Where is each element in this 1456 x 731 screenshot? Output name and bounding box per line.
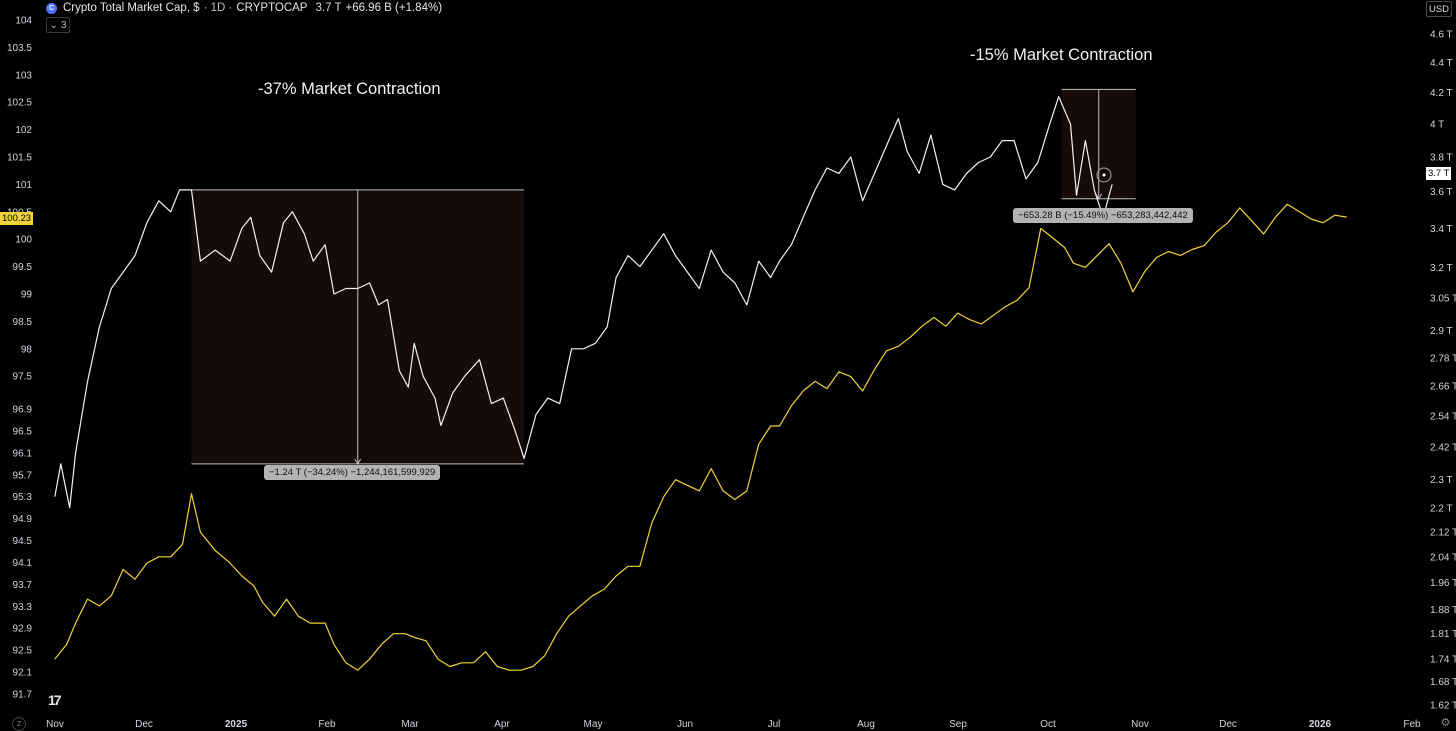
right-axis-tick: 1.96 T: [1430, 578, 1456, 589]
currency-button[interactable]: USD: [1426, 1, 1452, 17]
right-axis-tick: 2.12 T: [1430, 528, 1456, 539]
left-axis-tick: 97.5: [13, 372, 33, 383]
left-current-price-tag: 100.23: [0, 212, 34, 225]
right-axis-tick: 2.66 T: [1430, 382, 1456, 393]
right-axis-tick: 2.9 T: [1430, 326, 1453, 337]
auto-scale-z-icon[interactable]: Z: [12, 717, 26, 731]
interval[interactable]: · 1D ·: [203, 2, 233, 14]
left-axis-tick: 96.5: [13, 426, 33, 437]
left-axis-tick: 91.7: [13, 690, 33, 701]
x-axis-tick: Dec: [135, 719, 153, 730]
left-axis-tick: 103: [15, 70, 32, 81]
right-axis-tick: 4 T: [1430, 119, 1444, 130]
left-axis-tick: 94.1: [13, 558, 33, 569]
gear-icon[interactable]: ⚙: [1440, 717, 1451, 729]
right-current-price-tag: 3.7 T: [1426, 167, 1452, 180]
left-axis-tick: 96.1: [13, 448, 33, 459]
series-line-1: [54, 96, 1113, 509]
cursor-circle-icon: [1096, 167, 1112, 183]
measure-arrow-head-2: [1095, 193, 1103, 200]
symbol-name[interactable]: Crypto Total Market Cap, $: [63, 2, 200, 14]
left-axis-tick: 100: [15, 235, 32, 246]
x-axis-tick: Jun: [677, 719, 693, 730]
price-change: +66.96 B (+1.84%): [345, 2, 443, 14]
right-axis-tick: 1.68 T: [1430, 677, 1456, 688]
left-axis-tick: 102: [15, 125, 32, 136]
left-axis-tick: 98.5: [13, 317, 33, 328]
right-axis-tick: 3.8 T: [1430, 152, 1453, 163]
left-axis-tick: 92.1: [13, 668, 33, 679]
right-contraction-title[interactable]: -15% Market Contraction: [970, 46, 1153, 64]
right-axis-tick: 3.2 T: [1430, 263, 1453, 274]
right-axis-tick: 4.6 T: [1430, 30, 1453, 41]
right-axis-tick: 4.2 T: [1430, 88, 1453, 99]
left-axis-tick: 95.7: [13, 470, 33, 481]
left-axis-tick: 103.5: [7, 43, 32, 54]
indicator-count: 3: [60, 19, 67, 31]
left-axis-tick: 94.5: [13, 536, 33, 547]
chevron-down-icon: ⌄: [49, 19, 58, 31]
left-axis-tick: 93.7: [13, 580, 33, 591]
cursor-dot: [1102, 173, 1106, 177]
series-line-2: [54, 203, 1347, 671]
x-axis-tick: 2026: [1309, 719, 1332, 730]
chart-legend: C Crypto Total Market Cap, $ · 1D · CRYP…: [46, 0, 442, 16]
right-measure-label: −653.28 B (−15.49%) −653,283,442,442: [1013, 208, 1193, 223]
right-axis-tick: 2.42 T: [1430, 442, 1456, 453]
x-axis-tick: Sep: [949, 719, 967, 730]
exchange: CRYPTOCAP: [236, 2, 308, 14]
right-axis-tick: 1.62 T: [1430, 701, 1456, 712]
right-axis-tick: 3.4 T: [1430, 224, 1453, 235]
measure-arrow-head-1: [354, 458, 362, 465]
x-axis-tick: Nov: [46, 719, 64, 730]
right-axis-tick: 2.54 T: [1430, 411, 1456, 422]
left-axis-tick: 94.9: [13, 514, 33, 525]
last-price: 3.7 T: [315, 2, 342, 14]
right-axis-tick: 2.78 T: [1430, 353, 1456, 364]
left-contraction-title[interactable]: -37% Market Contraction: [258, 80, 441, 98]
right-axis-tick: 2.3 T: [1430, 475, 1453, 486]
x-axis-tick: Aug: [857, 719, 875, 730]
right-axis-tick: 1.88 T: [1430, 605, 1456, 616]
right-axis-tick: 3.6 T: [1430, 187, 1453, 198]
left-axis-tick: 93.3: [13, 602, 33, 613]
x-axis-tick: Feb: [1403, 719, 1421, 730]
left-axis-tick: 98: [21, 344, 33, 355]
x-axis-tick: Feb: [318, 719, 336, 730]
left-axis-tick: 95.3: [13, 492, 33, 503]
x-axis-tick: Dec: [1219, 719, 1237, 730]
left-axis-tick: 92.5: [13, 646, 33, 657]
x-axis-tick: Apr: [494, 719, 510, 730]
x-axis-tick: May: [584, 719, 603, 730]
crypto-logo-icon: C: [46, 2, 57, 14]
x-axis-tick: Jul: [768, 719, 781, 730]
x-axis-tick: 2025: [225, 719, 248, 730]
left-axis-tick: 92.9: [13, 624, 33, 635]
x-axis-tick: Nov: [1131, 719, 1149, 730]
x-axis-tick: Mar: [401, 719, 419, 730]
left-axis-tick: 102.5: [7, 98, 32, 109]
left-axis-tick: 101: [15, 180, 32, 191]
right-axis-tick: 2.2 T: [1430, 504, 1453, 515]
left-axis-tick: 104: [15, 16, 32, 27]
collapse-indicators-button[interactable]: ⌄ 3: [46, 17, 70, 33]
tradingview-logo-icon[interactable]: 17: [48, 692, 62, 708]
left-axis-tick: 101.5: [7, 152, 32, 163]
right-axis-tick: 2.04 T: [1430, 552, 1456, 563]
left-measure-label: −1.24 T (−34.24%) −1,244,161,599,929: [264, 465, 441, 480]
left-axis-tick: 99.5: [13, 262, 33, 273]
right-axis-tick: 3.05 T: [1430, 294, 1456, 305]
right-axis-tick: 4.4 T: [1430, 58, 1453, 69]
right-axis-tick: 1.81 T: [1430, 629, 1456, 640]
left-axis-tick: 99: [21, 289, 33, 300]
right-axis-tick: 1.74 T: [1430, 655, 1456, 666]
left-axis-tick: 96.9: [13, 405, 33, 416]
x-axis-tick: Oct: [1040, 719, 1056, 730]
